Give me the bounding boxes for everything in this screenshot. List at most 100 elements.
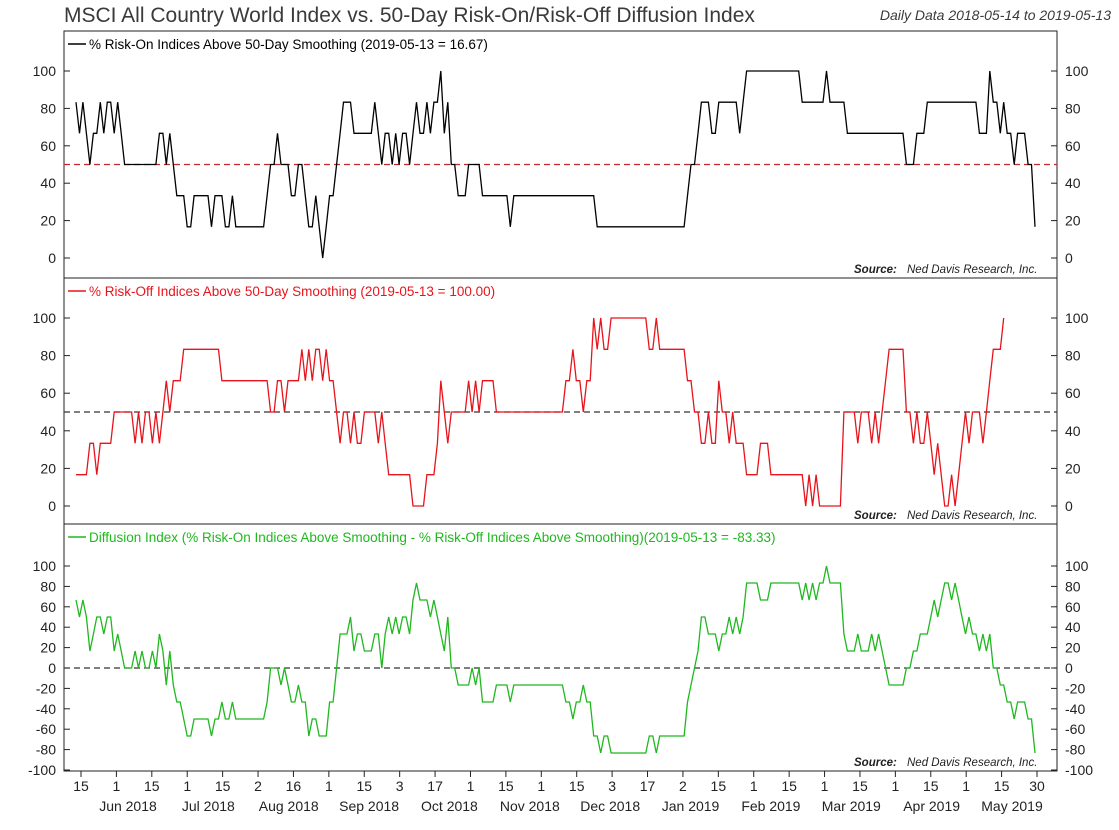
ytick-label-right: 60 bbox=[1065, 599, 1081, 615]
xtick-month-label: Jan 2019 bbox=[662, 798, 720, 814]
ytick-label-right: -100 bbox=[1065, 762, 1093, 778]
xtick-day-label: 1 bbox=[113, 778, 121, 794]
xtick-day-label: 1 bbox=[821, 778, 829, 794]
ytick-label-left: 0 bbox=[48, 660, 56, 676]
xtick-day-label: 1 bbox=[891, 778, 899, 794]
xtick-day-label: 15 bbox=[711, 778, 727, 794]
source-label: Source: bbox=[854, 757, 897, 769]
plot-frame bbox=[63, 30, 1058, 772]
xtick-day-label: 3 bbox=[396, 778, 404, 794]
xtick-day-label: 1 bbox=[962, 778, 970, 794]
xtick-day-label: 15 bbox=[923, 778, 939, 794]
xtick-day-label: 15 bbox=[781, 778, 797, 794]
xtick-day-label: 1 bbox=[183, 778, 191, 794]
ytick-label-left: 80 bbox=[40, 348, 56, 364]
ytick-label-right: 20 bbox=[1065, 213, 1081, 229]
ytick-label-left: 60 bbox=[40, 138, 56, 154]
xtick-day-label: 17 bbox=[640, 778, 656, 794]
ytick-label-left: -60 bbox=[36, 721, 56, 737]
ytick-label-left: 80 bbox=[40, 100, 56, 116]
ytick-label-left: 20 bbox=[40, 460, 56, 476]
ytick-label-left: -40 bbox=[36, 701, 56, 717]
ytick-label-right: 20 bbox=[1065, 460, 1081, 476]
ytick-label-left: 80 bbox=[40, 578, 56, 594]
ytick-label-right: 0 bbox=[1065, 250, 1073, 266]
series-line-risk-off bbox=[76, 317, 1005, 507]
ytick-label-left: 100 bbox=[33, 63, 57, 79]
xtick-day-label: 3 bbox=[608, 778, 616, 794]
ytick-label-right: 0 bbox=[1065, 498, 1073, 514]
xtick-day-label: 17 bbox=[427, 778, 443, 794]
legend-label-risk-on: % Risk-On Indices Above 50-Day Smoothing… bbox=[89, 37, 488, 52]
ytick-label-left: 0 bbox=[48, 250, 56, 266]
xtick-day-label: 15 bbox=[498, 778, 514, 794]
xtick-day-label: 1 bbox=[467, 778, 475, 794]
ytick-label-right: 60 bbox=[1065, 138, 1081, 154]
ytick-label-right: 100 bbox=[1065, 310, 1089, 326]
ytick-label-right: -80 bbox=[1065, 742, 1085, 758]
xtick-month-label: Jun 2018 bbox=[99, 798, 157, 814]
chart-title: MSCI All Country World Index vs. 50-Day … bbox=[64, 4, 755, 27]
ytick-label-left: -20 bbox=[36, 680, 56, 696]
date-range: Daily Data 2018-05-14 to 2019-05-13 bbox=[879, 7, 1111, 23]
source-label: Source: bbox=[854, 510, 897, 522]
series-line-risk-on bbox=[75, 70, 1036, 259]
source-label: Source: bbox=[854, 264, 897, 276]
ytick-label-right: 100 bbox=[1065, 558, 1089, 574]
legend-label-risk-off: % Risk-Off Indices Above 50-Day Smoothin… bbox=[89, 284, 495, 299]
ytick-label-left: 40 bbox=[40, 175, 56, 191]
source-name: Ned Davis Research, Inc. bbox=[907, 757, 1037, 769]
xtick-day-label: 1 bbox=[750, 778, 758, 794]
ytick-label-right: 40 bbox=[1065, 423, 1081, 439]
ytick-label-left: 20 bbox=[40, 213, 56, 229]
xtick-month-label: Jul 2018 bbox=[182, 798, 235, 814]
ytick-label-right: 60 bbox=[1065, 385, 1081, 401]
ytick-label-right: -20 bbox=[1065, 680, 1085, 696]
xtick-day-label: 2 bbox=[254, 778, 262, 794]
xtick-day-label: 16 bbox=[286, 778, 302, 794]
xtick-day-label: 30 bbox=[1029, 778, 1045, 794]
xtick-month-label: Oct 2018 bbox=[421, 798, 478, 814]
ytick-label-right: 40 bbox=[1065, 175, 1081, 191]
ytick-label-right: 80 bbox=[1065, 100, 1081, 116]
xtick-day-label: 15 bbox=[144, 778, 160, 794]
xtick-month-label: Nov 2018 bbox=[500, 798, 560, 814]
ytick-label-left: -100 bbox=[28, 762, 56, 778]
ytick-label-left: 60 bbox=[40, 599, 56, 615]
xtick-month-label: May 2019 bbox=[981, 798, 1043, 814]
xtick-day-label: 15 bbox=[994, 778, 1010, 794]
ytick-label-right: -60 bbox=[1065, 721, 1085, 737]
ytick-label-left: -80 bbox=[36, 742, 56, 758]
xtick-month-label: Sep 2018 bbox=[339, 798, 399, 814]
xtick-day-label: 2 bbox=[679, 778, 687, 794]
xtick-day-label: 15 bbox=[73, 778, 89, 794]
ytick-label-right: 0 bbox=[1065, 660, 1073, 676]
xtick-month-label: Apr 2019 bbox=[903, 798, 960, 814]
source-name: Ned Davis Research, Inc. bbox=[907, 510, 1037, 522]
ytick-label-right: 100 bbox=[1065, 63, 1089, 79]
ytick-label-right: 40 bbox=[1065, 619, 1081, 635]
ytick-label-right: -40 bbox=[1065, 701, 1085, 717]
xtick-month-label: Mar 2019 bbox=[822, 798, 881, 814]
ytick-label-left: 40 bbox=[40, 619, 56, 635]
xtick-month-label: Aug 2018 bbox=[259, 798, 319, 814]
xtick-day-label: 15 bbox=[569, 778, 585, 794]
xtick-month-label: Dec 2018 bbox=[580, 798, 640, 814]
legend-label-diffusion: Diffusion Index (% Risk-On Indices Above… bbox=[89, 530, 775, 545]
ytick-label-right: 80 bbox=[1065, 578, 1081, 594]
source-name: Ned Davis Research, Inc. bbox=[907, 264, 1037, 276]
ytick-label-right: 80 bbox=[1065, 348, 1081, 364]
ytick-label-left: 100 bbox=[33, 310, 57, 326]
ytick-label-left: 0 bbox=[48, 498, 56, 514]
ytick-label-left: 100 bbox=[33, 558, 57, 574]
xtick-day-label: 1 bbox=[325, 778, 333, 794]
ytick-label-left: 40 bbox=[40, 423, 56, 439]
xtick-month-label: Feb 2019 bbox=[741, 798, 800, 814]
series-line-diffusion bbox=[75, 565, 1036, 754]
xtick-day-label: 15 bbox=[852, 778, 868, 794]
ytick-label-left: 60 bbox=[40, 385, 56, 401]
xtick-day-label: 15 bbox=[356, 778, 372, 794]
ytick-label-left: 20 bbox=[40, 640, 56, 656]
xtick-day-label: 1 bbox=[537, 778, 545, 794]
